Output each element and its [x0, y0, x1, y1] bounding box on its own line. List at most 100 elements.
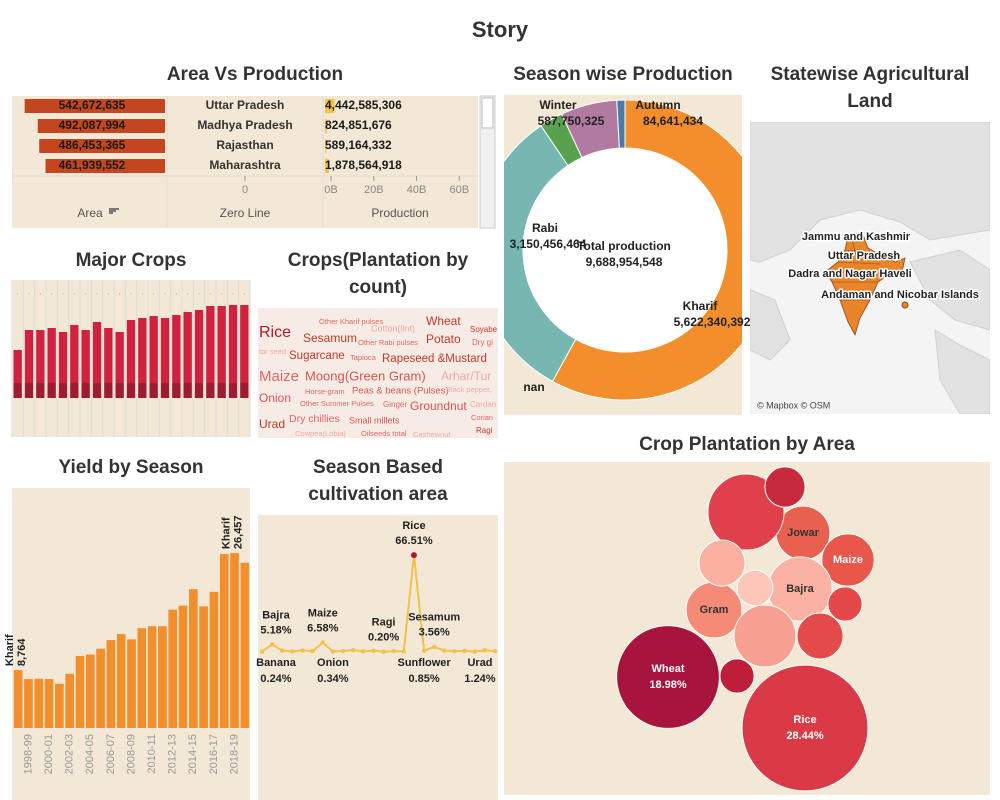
bar-segment [36, 383, 45, 398]
bubble [764, 466, 806, 508]
word: Groundnut [410, 399, 467, 413]
word: Oilseeds total [361, 429, 407, 438]
bar-segment [13, 350, 22, 383]
slice-value: 5,622,340,392 [674, 315, 751, 329]
word: Cotton(lint) [371, 323, 415, 333]
bar [240, 562, 250, 728]
word: Ragi [476, 426, 493, 435]
point [442, 648, 447, 653]
land [750, 122, 990, 263]
bar [106, 640, 116, 728]
bubble-value: 18.98% [649, 679, 687, 691]
center-label: Total production [577, 239, 671, 253]
point [310, 648, 315, 654]
bar [158, 626, 167, 728]
point-name: Onion [317, 657, 349, 669]
dot: · [130, 288, 133, 298]
production-bar [325, 99, 335, 113]
word: Other Kharif pulses [319, 317, 383, 326]
clip-group [504, 99, 742, 401]
area-label: 486,453,365 [59, 138, 126, 152]
point [269, 642, 275, 647]
dot: · [186, 288, 189, 298]
bubble [698, 539, 746, 587]
header: Production [371, 206, 428, 220]
area-label: 542,672,635 [59, 98, 126, 112]
bar [34, 678, 44, 728]
slice-name: Kharif [683, 299, 719, 313]
land [750, 289, 791, 361]
state-label: Uttar Pradesh [206, 98, 285, 112]
word: Rapeseed &Mustard [382, 353, 487, 365]
bar [24, 679, 33, 728]
point-name: Ragi [372, 617, 396, 629]
bar-segment [104, 328, 113, 383]
bubble [707, 473, 785, 551]
point [492, 648, 498, 654]
bar-segment [206, 383, 215, 398]
point-name: Banana [256, 657, 297, 669]
production-label: 824,851,676 [325, 118, 392, 132]
word: tor seed [259, 347, 286, 356]
slice-value: 587,750,325 [538, 114, 605, 128]
word: Small millets [349, 415, 400, 425]
chart-title: Yield by Season [58, 457, 204, 478]
point [472, 649, 477, 654]
map-label: Andaman and Nicobar Islands [821, 289, 979, 301]
word: Dry chillies [289, 413, 340, 425]
dot: · [107, 288, 110, 298]
area-bar [37, 119, 165, 133]
bar-segment [149, 316, 158, 383]
bar-segment [36, 330, 45, 383]
word: Onion [259, 391, 291, 405]
x-tick-label: 1998-99 [22, 734, 34, 774]
x-tick-label: 2016-17 [208, 734, 220, 774]
clip-group [750, 122, 990, 414]
chart-title: Crops(Plantation by count) [287, 250, 469, 298]
point-value: 3.56% [419, 627, 450, 639]
bubble-name: Wheat [652, 663, 685, 675]
dot: · [209, 288, 212, 298]
word: Cardan [470, 400, 496, 409]
point-name: Urad [467, 657, 492, 669]
bar-segment [160, 318, 170, 383]
area-bar [45, 159, 165, 173]
word: Ginger [383, 400, 407, 409]
point [401, 649, 407, 654]
point [410, 552, 417, 559]
bar-segment [194, 310, 204, 383]
bar-segment [149, 383, 158, 398]
bar-segment [160, 383, 170, 398]
point-name: Sunflower [398, 657, 452, 669]
bar-segment [104, 383, 113, 398]
area-bar [24, 99, 166, 113]
map-label: Uttar Pradesh [828, 250, 900, 262]
bar-segment [92, 322, 102, 383]
land [909, 249, 990, 331]
bar-segment [138, 383, 147, 398]
bar-segment [115, 383, 124, 398]
panel [258, 308, 498, 438]
x-tick-label: 2006-07 [105, 734, 117, 774]
scroll-thumb [481, 97, 494, 129]
slice-value: 3,150,456,464 [510, 237, 587, 251]
word: Cowpea(Lobia) [295, 429, 346, 438]
chart-title: Major Crops [75, 250, 187, 271]
point-value: 66.51% [395, 535, 433, 547]
x-tick-label: 60B [450, 184, 470, 196]
word: Moong(Green Gram) [305, 368, 426, 383]
point [452, 649, 457, 654]
word: Maize [259, 368, 299, 385]
bar [209, 591, 219, 728]
slice-name: Winter [539, 98, 577, 112]
bar [96, 648, 105, 728]
x-tick-label: 2002-03 [64, 734, 76, 774]
area-label: 461,939,552 [59, 158, 126, 172]
bar [219, 554, 229, 728]
bar-segment [58, 332, 68, 383]
word: Urad [259, 417, 285, 431]
point [391, 648, 396, 654]
bubble [616, 625, 720, 729]
